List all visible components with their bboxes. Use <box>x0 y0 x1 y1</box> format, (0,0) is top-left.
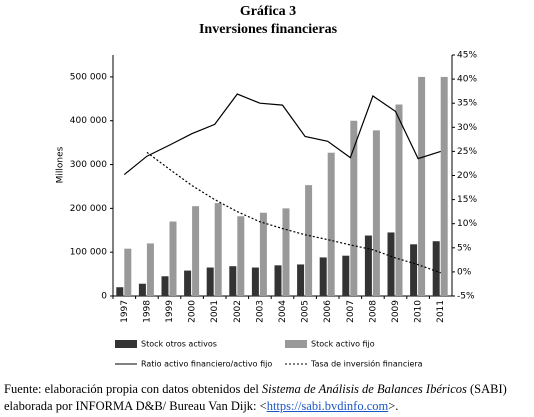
bar <box>440 76 448 296</box>
line <box>146 151 441 274</box>
footnote-line: elaborada por INFORMA D&B/ Bureau Van Di… <box>4 399 398 414</box>
bar <box>319 257 327 296</box>
bar <box>259 212 267 296</box>
bar <box>116 287 124 296</box>
chart: Gráfica 3 Inversiones financieras Millon… <box>56 4 478 369</box>
line <box>123 93 441 176</box>
x-tick-label: 2008 <box>368 300 378 323</box>
y2-tick-label: 45% <box>457 51 477 61</box>
legend-label: Ratio activo financiero/activo fijo <box>141 360 272 369</box>
x-tick-label: 1999 <box>165 300 175 323</box>
bar <box>432 241 440 296</box>
y2-tick-label: 10% <box>457 219 477 229</box>
bar <box>418 76 426 296</box>
footnote-text: Sistema de Análisis de Balances Ibéricos <box>261 382 467 396</box>
bar <box>146 243 154 296</box>
bar <box>124 248 132 296</box>
bar <box>327 152 335 296</box>
x-tick-label: 2000 <box>188 300 198 323</box>
legend-label: Stock otros activos <box>141 340 217 349</box>
x-tick-label: 1998 <box>142 300 152 323</box>
bar <box>350 120 358 297</box>
bar <box>184 270 192 296</box>
x-tick-label: 1997 <box>120 300 130 323</box>
bar <box>161 276 169 296</box>
y2-tick-label: 15% <box>457 195 477 205</box>
legend-label: Stock activo fijo <box>311 340 375 349</box>
y2-tick-label: 35% <box>457 99 477 109</box>
y-tick-label: 500 000 <box>70 72 107 82</box>
x-tick-label: 2004 <box>278 300 288 323</box>
y-axis-label: Millones <box>56 146 66 183</box>
bar <box>138 283 146 296</box>
bar <box>192 206 200 296</box>
footnote-text: Fuente: elaboración propia con datos obt… <box>4 382 262 396</box>
y2-tick-label: 25% <box>457 147 477 157</box>
bar <box>229 266 237 296</box>
y2-tick-label: 0% <box>457 267 472 277</box>
bar <box>364 235 372 296</box>
footnote-line: Fuente: elaboración propia con datos obt… <box>4 382 507 397</box>
y2-tick-label: 5% <box>457 243 472 253</box>
y-tick-label: 200 000 <box>70 204 107 214</box>
footnote-text: elaborada por INFORMA D&B/ Bureau Van Di… <box>4 399 267 413</box>
bar <box>410 244 418 296</box>
y-tick-label: 400 000 <box>70 116 107 126</box>
x-tick-label: 2001 <box>210 300 220 323</box>
x-tick-label: 2002 <box>233 300 243 323</box>
y-tick-label: 100 000 <box>70 248 107 258</box>
x-tick-label: 2010 <box>414 300 424 323</box>
bar <box>214 203 222 296</box>
bar <box>342 255 350 296</box>
bar <box>274 265 282 296</box>
legend-label: Tasa de inversión financiera <box>310 359 423 369</box>
bar <box>251 267 259 296</box>
bar <box>237 216 245 296</box>
bar <box>297 264 305 296</box>
bar <box>395 104 403 296</box>
footnote-text: (SABI) <box>466 382 507 396</box>
y2-tick-label: 20% <box>457 171 477 181</box>
y2-tick-label: 40% <box>457 75 477 85</box>
bar <box>305 185 313 296</box>
bar <box>387 232 395 296</box>
y-tick-label: 0 <box>101 292 107 302</box>
x-tick-label: 2011 <box>436 300 446 323</box>
bar <box>372 130 380 296</box>
chart-title: Gráfica 3 <box>240 4 296 19</box>
y2-tick-label: -5% <box>457 292 475 302</box>
chart-subtitle: Inversiones financieras <box>199 22 338 37</box>
x-tick-label: 2007 <box>346 300 356 323</box>
y-tick-label: 300 000 <box>70 160 107 170</box>
y2-tick-label: 30% <box>457 123 477 133</box>
x-tick-label: 2006 <box>323 300 333 323</box>
legend-swatch <box>285 340 307 348</box>
x-tick-label: 2005 <box>301 300 311 323</box>
bar <box>169 221 177 296</box>
x-tick-label: 2009 <box>391 300 401 323</box>
bar <box>206 267 214 296</box>
bar <box>282 208 290 296</box>
legend-swatch <box>115 340 137 348</box>
x-tick-label: 2003 <box>255 300 265 323</box>
footnote-text: >. <box>388 399 399 413</box>
link[interactable]: https://sabi.bvdinfo.com <box>266 399 389 413</box>
